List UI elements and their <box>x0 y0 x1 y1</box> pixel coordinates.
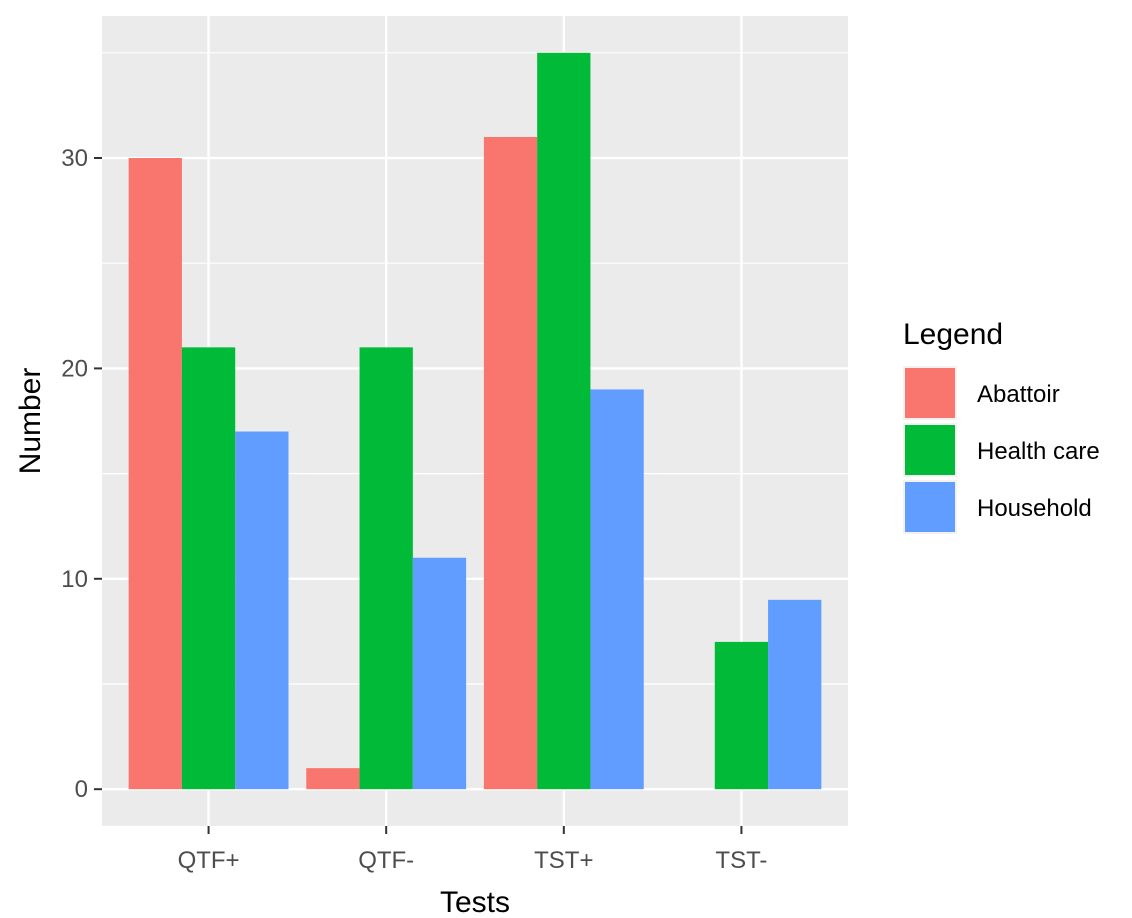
x-tick-label: TST+ <box>534 847 593 874</box>
bar-household-1 <box>412 557 467 790</box>
x-axis-ticks: QTF+ QTF- TST+ TST- <box>178 826 767 874</box>
y-tick-label: 30 <box>61 145 88 172</box>
bar-abattoir-1 <box>306 768 360 790</box>
x-tick-label: QTF+ <box>178 847 240 874</box>
bar-health-care-0 <box>181 347 236 790</box>
legend-swatch-household <box>905 482 955 532</box>
bar-abattoir-0 <box>128 158 182 790</box>
x-tick-label: TST- <box>715 847 767 874</box>
bar-household-3 <box>768 599 822 790</box>
bar-health-care-1 <box>359 347 413 790</box>
x-tick-label: QTF- <box>358 847 414 874</box>
y-tick-label: 20 <box>61 355 88 382</box>
legend-label: Abattoir <box>977 381 1060 408</box>
bar-household-2 <box>590 389 644 790</box>
bar-household-0 <box>235 431 289 790</box>
legend-label: Household <box>977 495 1092 522</box>
legend-title: Legend <box>903 318 1003 351</box>
y-axis-title: Number <box>14 368 47 475</box>
y-tick-label: 10 <box>61 566 88 593</box>
x-axis-title: Tests <box>440 886 510 918</box>
bar-health-care-3 <box>714 641 769 790</box>
bar-health-care-2 <box>537 52 591 790</box>
y-tick-label: 0 <box>75 776 88 803</box>
bar-abattoir-2 <box>483 136 538 790</box>
bars <box>128 52 822 790</box>
y-axis-ticks: 0 10 20 30 <box>61 145 102 803</box>
legend-label: Health care <box>977 438 1100 465</box>
legend-swatch-abattoir <box>905 368 955 418</box>
legend: Legend Abattoir Health care Household <box>903 318 1100 534</box>
legend-swatch-health-care <box>905 425 955 475</box>
